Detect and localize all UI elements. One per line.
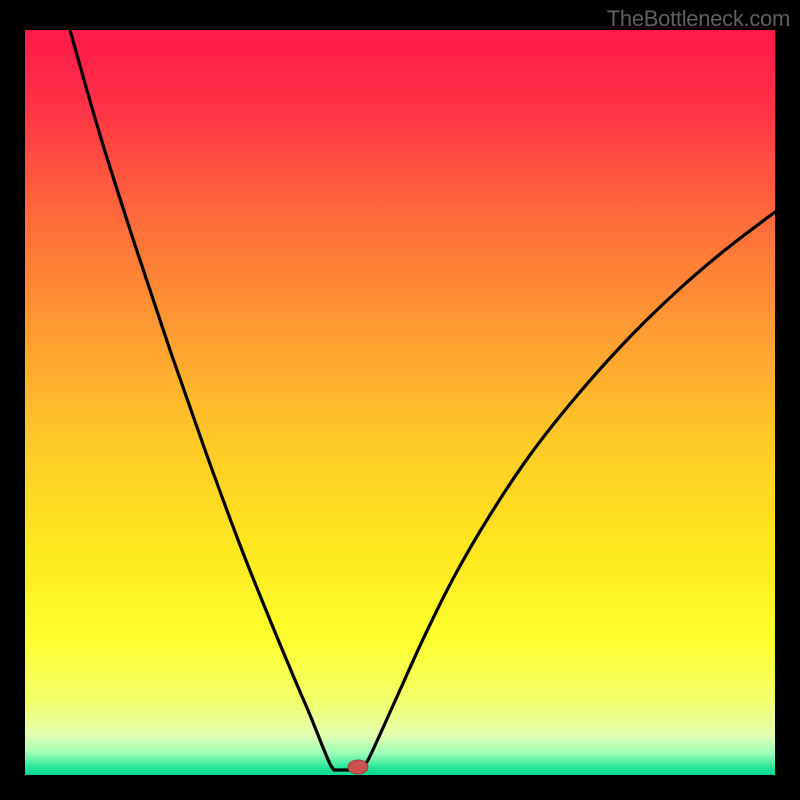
watermark-text: TheBottleneck.com [607,6,790,32]
plot-background [25,30,775,775]
chart-container: TheBottleneck.com [0,0,800,800]
bottleneck-chart [0,0,800,800]
optimal-point-marker [348,760,368,774]
